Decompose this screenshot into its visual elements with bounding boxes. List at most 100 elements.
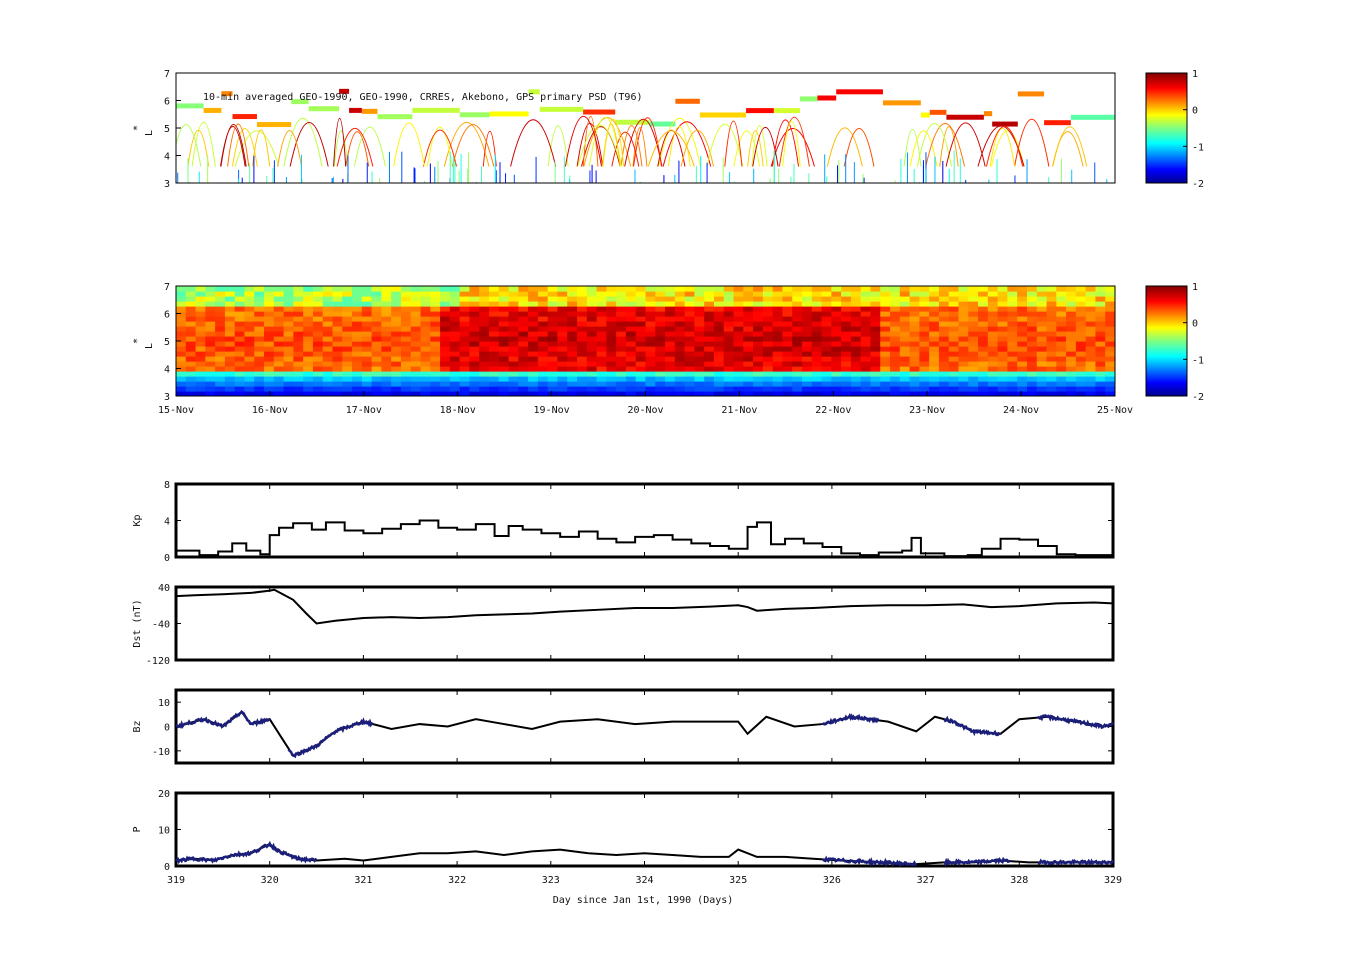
assimilated-cell bbox=[1056, 296, 1067, 302]
observed-band-segment bbox=[583, 109, 616, 115]
assimilated-cell bbox=[273, 311, 285, 317]
assimilated-cell bbox=[1075, 376, 1087, 382]
assimilated-cell bbox=[332, 301, 343, 307]
assimilated-cell bbox=[400, 366, 412, 372]
assimilated-cell bbox=[518, 326, 529, 332]
xtick-label: 329 bbox=[1104, 875, 1122, 886]
assimilated-cell bbox=[674, 346, 686, 352]
assimilated-cell bbox=[195, 296, 206, 302]
assimilated-cell bbox=[1026, 331, 1038, 337]
assimilated-cell bbox=[733, 366, 744, 372]
assimilated-cell bbox=[938, 316, 950, 322]
assimilated-cell bbox=[802, 381, 813, 387]
assimilated-cell bbox=[723, 291, 735, 297]
assimilated-cell bbox=[694, 386, 705, 392]
observed-pass-trace bbox=[620, 125, 643, 167]
assimilated-cell bbox=[322, 386, 334, 392]
assimilated-cell bbox=[694, 316, 705, 322]
assimilated-cell bbox=[674, 331, 686, 337]
assimilated-cell bbox=[938, 366, 950, 372]
assimilated-cell bbox=[753, 301, 764, 307]
assimilated-cell bbox=[264, 341, 275, 347]
assimilated-cell bbox=[528, 301, 539, 307]
assimilated-cell bbox=[704, 331, 715, 337]
assimilated-cell bbox=[449, 301, 461, 307]
assimilated-cell bbox=[792, 311, 803, 317]
assimilated-cell bbox=[978, 316, 989, 322]
assimilated-cell bbox=[224, 316, 236, 322]
observed-pass-trace bbox=[234, 130, 280, 167]
assimilated-cell bbox=[185, 361, 197, 367]
assimilated-cell bbox=[577, 301, 588, 307]
assimilated-cell bbox=[1085, 391, 1097, 396]
assimilated-cell bbox=[596, 291, 607, 297]
assimilated-cell bbox=[860, 361, 872, 367]
assimilated-cell bbox=[606, 386, 617, 392]
assimilated-cell bbox=[371, 311, 383, 317]
assimilated-cell bbox=[293, 316, 304, 322]
assimilated-cell bbox=[850, 361, 862, 367]
xtick-label: 16-Nov bbox=[252, 405, 288, 416]
assimilated-cell bbox=[958, 391, 969, 396]
assimilated-cell bbox=[273, 351, 285, 357]
assimilated-cell bbox=[860, 316, 872, 322]
assimilated-cell bbox=[860, 306, 872, 312]
assimilated-cell bbox=[968, 386, 979, 392]
assimilated-cell bbox=[508, 311, 519, 317]
x-axis-label: Day since Jan 1st, 1990 (Days) bbox=[553, 895, 734, 906]
assimilated-cell bbox=[273, 306, 285, 312]
assimilated-cell bbox=[185, 331, 197, 337]
assimilated-cell bbox=[381, 316, 392, 322]
assimilated-cell bbox=[1026, 301, 1038, 307]
assimilated-cell bbox=[469, 311, 480, 317]
assimilated-cell bbox=[537, 386, 549, 392]
assimilated-cell bbox=[498, 336, 510, 342]
assimilated-cell bbox=[772, 356, 784, 362]
assimilated-cell bbox=[645, 366, 656, 372]
assimilated-cell bbox=[303, 341, 314, 347]
assimilated-cell bbox=[410, 296, 422, 302]
assimilated-cell bbox=[1026, 336, 1038, 342]
observed-band-segment bbox=[459, 112, 490, 118]
assimilated-cell bbox=[391, 381, 402, 387]
assimilated-cell bbox=[968, 351, 979, 357]
assimilated-cell bbox=[645, 356, 656, 362]
assimilated-cell bbox=[264, 371, 275, 377]
assimilated-cell bbox=[489, 371, 500, 377]
assimilated-cell bbox=[449, 306, 461, 312]
assimilated-cell bbox=[616, 346, 627, 352]
assimilated-cell bbox=[909, 316, 920, 322]
assimilated-cell bbox=[997, 386, 1009, 392]
observed-pass-trace bbox=[277, 130, 302, 167]
assimilated-cell bbox=[811, 301, 823, 307]
assimilated-cell bbox=[1095, 346, 1106, 352]
assimilated-cell bbox=[635, 366, 647, 372]
assimilated-cell bbox=[254, 391, 265, 396]
assimilated-cell bbox=[342, 336, 353, 342]
assimilated-cell bbox=[821, 351, 832, 357]
assimilated-cell bbox=[469, 336, 480, 342]
assimilated-cell bbox=[772, 371, 784, 377]
assimilated-cell bbox=[254, 386, 265, 392]
observed-band-segment bbox=[929, 109, 947, 115]
assimilated-cell bbox=[704, 361, 715, 367]
assimilated-cell bbox=[420, 381, 431, 387]
assimilated-cell bbox=[841, 371, 852, 377]
assimilated-cell bbox=[1066, 316, 1077, 322]
assimilated-cell bbox=[821, 376, 832, 382]
assimilated-cell bbox=[1026, 386, 1038, 392]
assimilated-cell bbox=[479, 316, 490, 322]
assimilated-cell bbox=[978, 321, 989, 327]
colorbar-tick-label: -2 bbox=[1192, 179, 1204, 190]
assimilated-cell bbox=[1056, 291, 1067, 297]
assimilated-cell bbox=[811, 361, 823, 367]
assimilated-cell bbox=[948, 311, 960, 317]
assimilated-cell bbox=[332, 351, 343, 357]
assimilated-cell bbox=[978, 356, 989, 362]
assimilated-cell bbox=[987, 336, 999, 342]
ytick-label: 6 bbox=[164, 97, 170, 108]
assimilated-cell bbox=[547, 306, 559, 312]
assimilated-cell bbox=[655, 301, 666, 307]
assimilated-cell bbox=[215, 311, 226, 317]
assimilated-cell bbox=[1026, 346, 1038, 352]
